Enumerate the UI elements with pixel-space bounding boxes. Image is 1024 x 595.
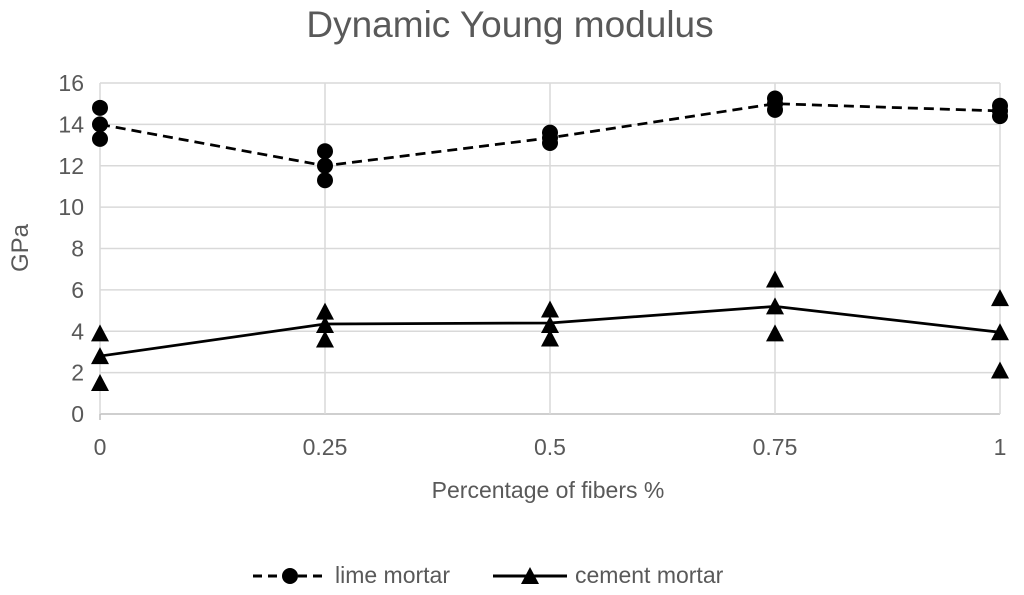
plot-area: 0 2 4 6 8 10 12 14 16 0 0.25 0.5 0.75 1	[58, 70, 1009, 460]
lime-mortar-point	[317, 172, 333, 189]
y-tick-label: 10	[58, 194, 84, 220]
circle-marker-icon	[282, 567, 298, 584]
legend-item-lime-mortar: lime mortar	[252, 562, 450, 589]
lime-mortar-point	[92, 116, 108, 133]
cement-mortar-point	[91, 347, 109, 365]
cement-mortar-point	[766, 324, 784, 342]
y-tick-label: 12	[58, 153, 84, 179]
x-tick-label: 1	[994, 434, 1007, 460]
y-tick-label: 16	[58, 70, 84, 96]
cement-mortar-legend-swatch	[493, 566, 567, 584]
cement-mortar-point	[316, 316, 334, 334]
lime-mortar-legend-swatch	[253, 567, 327, 584]
legend-item-cement-mortar: cement mortar	[492, 562, 723, 589]
lime-mortar-point	[317, 157, 333, 174]
cement-mortar-point	[316, 330, 334, 348]
x-tick-label: 0	[94, 434, 107, 460]
legend-label-cement-mortar: cement mortar	[575, 562, 724, 588]
cement-mortar-point	[316, 302, 334, 320]
lime-mortar-point	[767, 101, 783, 118]
x-tick-label: 0.75	[753, 434, 798, 460]
cement-mortar-point	[766, 270, 784, 288]
cement-mortar-point	[991, 323, 1009, 341]
triangle-marker-icon	[521, 566, 539, 584]
lime-mortar-point	[92, 99, 108, 116]
y-axis-title: GPa	[7, 223, 34, 273]
y-tick-label: 0	[71, 401, 84, 427]
cement-mortar-point	[541, 316, 559, 334]
cement-mortar-point	[766, 297, 784, 315]
cement-mortar-point	[541, 300, 559, 318]
chart-title: Dynamic Young modulus	[306, 4, 714, 45]
legend-label-lime-mortar: lime mortar	[335, 562, 451, 588]
cement-mortar-point	[91, 373, 109, 391]
lime-mortar-point	[542, 134, 558, 151]
x-tick-label: 0.5	[534, 434, 566, 460]
lime-mortar-point	[317, 143, 333, 160]
y-tick-label: 4	[71, 318, 84, 344]
cement-mortar-point	[91, 324, 109, 342]
lime-mortar-point	[992, 108, 1008, 125]
y-tick-label: 6	[71, 277, 84, 303]
cement-mortar-point	[991, 361, 1009, 379]
x-axis-title: Percentage of fibers %	[431, 477, 665, 503]
y-tick-label: 8	[71, 236, 84, 262]
y-tick-label: 14	[58, 111, 84, 137]
cement-mortar-point	[541, 329, 559, 347]
y-tick-label: 2	[71, 360, 84, 386]
lime-mortar-point	[92, 130, 108, 147]
x-tick-label: 0.25	[303, 434, 348, 460]
cement-mortar-point	[991, 289, 1009, 307]
